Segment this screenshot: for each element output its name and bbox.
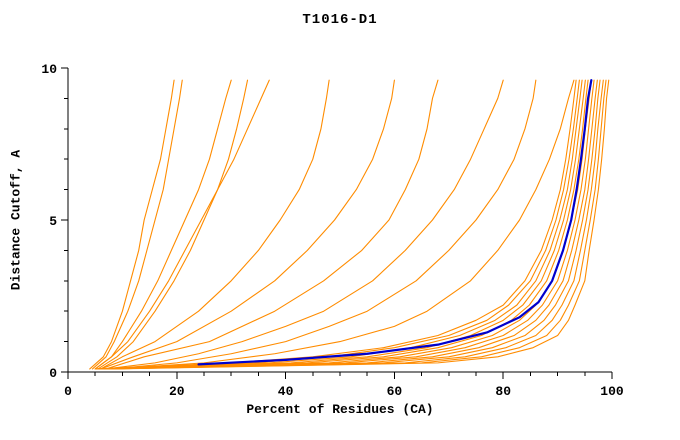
x-tick-label: 0	[64, 384, 72, 399]
chart-title: T1016-D1	[302, 12, 378, 28]
model-curve	[108, 79, 607, 370]
model-curve	[106, 79, 604, 370]
model-curve	[102, 79, 595, 370]
model-curve	[94, 79, 270, 370]
model-curve	[109, 79, 610, 370]
model-curve	[99, 79, 586, 370]
model-curve	[110, 79, 575, 370]
model-curve	[89, 79, 175, 370]
x-axis-label: Percent of Residues (CA)	[246, 402, 434, 417]
model-curve	[100, 79, 395, 370]
model-curve	[95, 79, 580, 370]
model-curve	[100, 79, 589, 370]
model-curve	[105, 79, 504, 370]
model-curve	[110, 79, 537, 370]
model-curve	[104, 79, 598, 370]
model-curve	[94, 79, 232, 370]
model-curve	[105, 79, 601, 370]
x-tick-label: 20	[169, 384, 185, 399]
y-tick-label: 10	[41, 62, 57, 77]
model-curve	[97, 79, 249, 370]
x-tick-label: 80	[495, 384, 511, 399]
model-curve	[94, 79, 577, 370]
x-tick-label: 100	[600, 384, 624, 399]
y-tick-label: 0	[49, 366, 57, 381]
model-curve	[105, 79, 439, 370]
x-tick-label: 60	[387, 384, 403, 399]
x-tick-label: 40	[278, 384, 294, 399]
highlight-model-curve	[197, 79, 593, 366]
model-curve	[100, 79, 330, 370]
model-curve	[91, 79, 183, 370]
y-tick-label: 5	[49, 214, 57, 229]
